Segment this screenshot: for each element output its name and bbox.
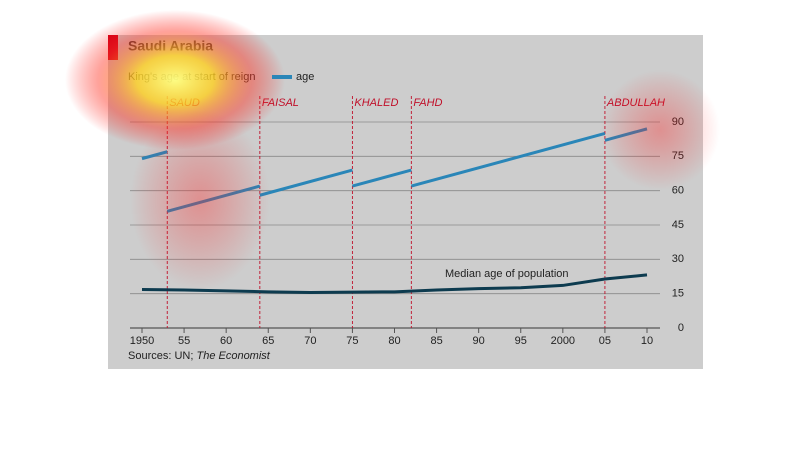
- x-tick-label: 90: [473, 335, 485, 347]
- x-tick-label: 2000: [551, 335, 575, 347]
- y-tick-label: 75: [672, 150, 684, 162]
- reign-label: ABDULLAH: [606, 97, 665, 109]
- x-tick-label: 55: [178, 335, 190, 347]
- source: Sources: UN; The Economist: [128, 350, 271, 362]
- subtitle: King's age at start of reign: [128, 71, 255, 83]
- x-tick-label: 65: [262, 335, 274, 347]
- x-tick-label: 1950: [130, 335, 154, 347]
- x-tick-label: 10: [641, 335, 653, 347]
- reign-label: SAUD: [169, 97, 200, 109]
- x-tick-label: 80: [388, 335, 400, 347]
- x-tick-label: 70: [304, 335, 316, 347]
- y-tick-label: 60: [672, 185, 684, 197]
- x-tick-label: 85: [430, 335, 442, 347]
- y-tick-label: 30: [672, 253, 684, 265]
- y-tick-label: 45: [672, 219, 684, 231]
- source-text: Sources: UN;: [128, 350, 193, 362]
- king-age-line: [352, 168, 412, 188]
- y-tick-label: 15: [672, 288, 684, 300]
- reign-label: FAHD: [413, 97, 442, 109]
- median-label: Median age of population: [445, 268, 569, 280]
- y-tick-label: 0: [678, 322, 684, 334]
- brand-box: [108, 35, 118, 60]
- reign-label: KHALED: [354, 97, 398, 109]
- x-tick-label: 05: [599, 335, 611, 347]
- x-tick-label: 95: [515, 335, 527, 347]
- x-tick-label: 60: [220, 335, 232, 347]
- x-tick-label: 75: [346, 335, 358, 347]
- king-age-line: [259, 168, 353, 197]
- king-age-line: [410, 131, 606, 188]
- reign-label: FAISAL: [262, 97, 299, 109]
- y-tick-label: 90: [672, 116, 684, 128]
- source-italic: The Economist: [196, 350, 270, 362]
- median-age-line: [141, 273, 648, 295]
- chart-title: Saudi Arabia: [128, 38, 213, 54]
- legend-label: age: [296, 71, 314, 83]
